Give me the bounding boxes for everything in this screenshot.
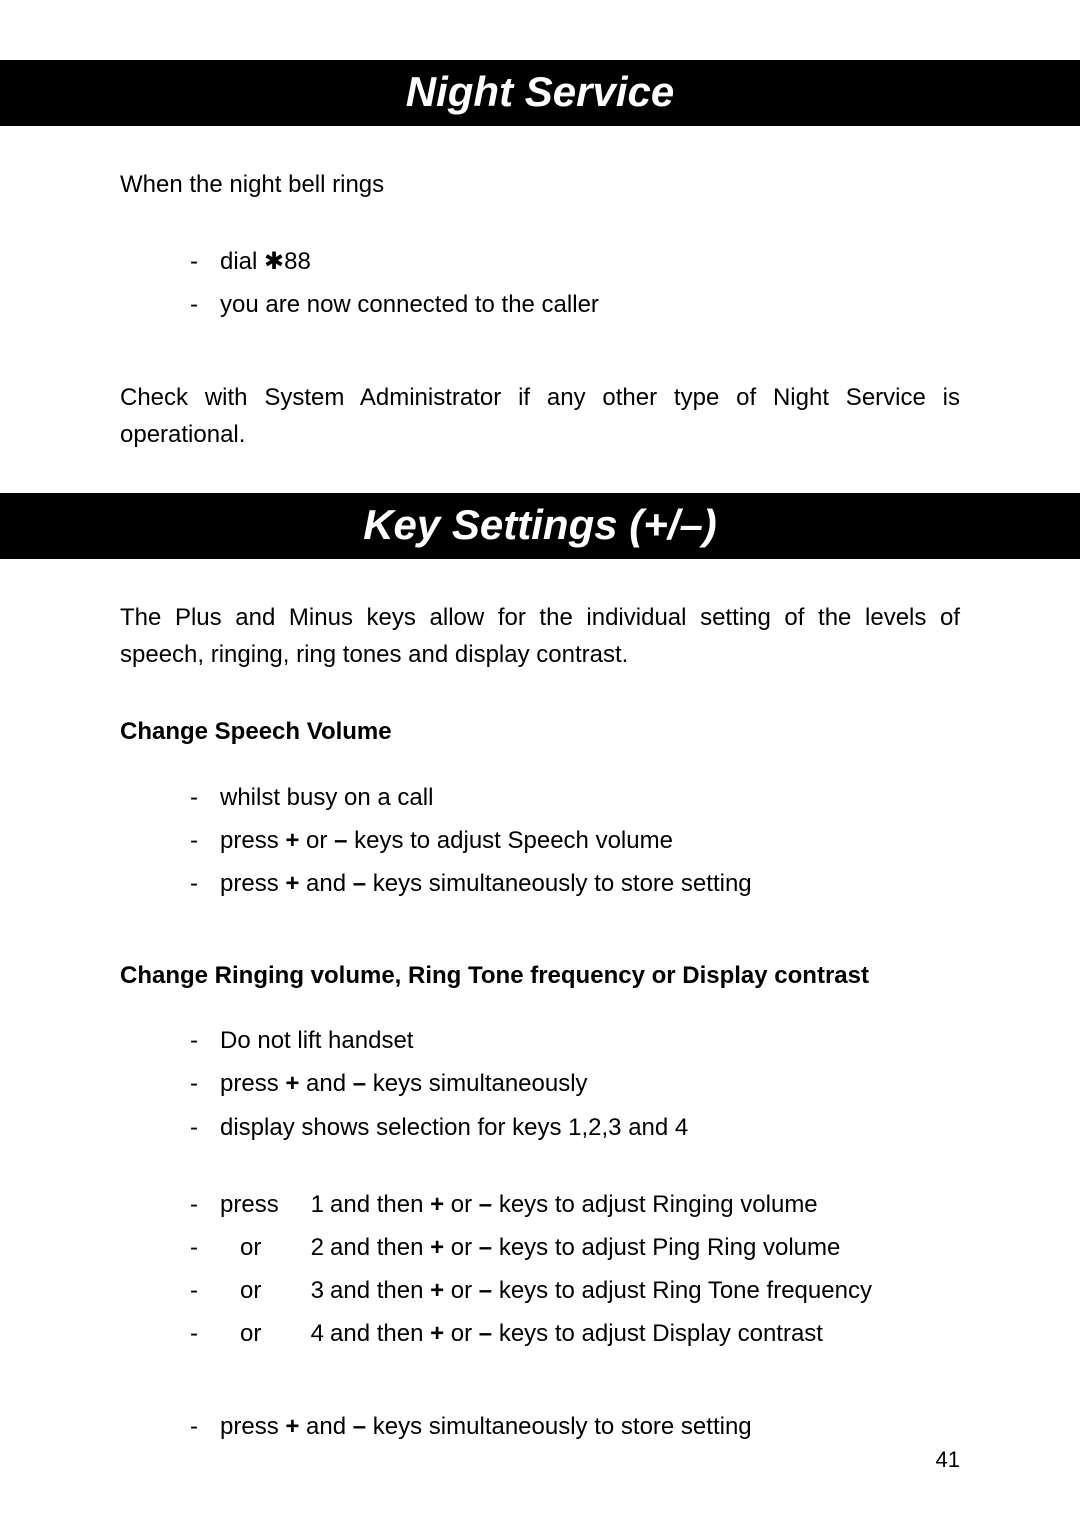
- bullet-dash: -: [190, 1315, 220, 1352]
- list-item: - or 3 and then + or – keys to adjust Ri…: [190, 1272, 960, 1309]
- list-item: - or 2 and then + or – keys to adjust Pi…: [190, 1229, 960, 1266]
- section2-content: The Plus and Minus keys allow for the in…: [0, 599, 1080, 1445]
- bullet-dash: -: [190, 1022, 220, 1059]
- list-item: - press + and – keys simultaneously: [190, 1065, 960, 1102]
- bullet-dash: -: [190, 822, 220, 859]
- ringing-store: - press + and – keys simultaneously to s…: [190, 1408, 960, 1445]
- night-intro: When the night bell rings: [120, 166, 960, 203]
- list-text: press + and – keys simultaneously to sto…: [220, 865, 752, 902]
- subheading-speech-volume: Change Speech Volume: [120, 713, 960, 750]
- section-heading-night-service: Night Service: [0, 60, 1080, 126]
- list-text: press + or – keys to adjust Speech volum…: [220, 822, 673, 859]
- option-num: 1: [300, 1186, 330, 1223]
- list-item: - dial ✱88: [190, 243, 960, 280]
- option-num: 4: [300, 1315, 330, 1352]
- list-item: - press + and – keys simultaneously to s…: [190, 865, 960, 902]
- option-text: and then + or – keys to adjust Display c…: [330, 1315, 960, 1352]
- list-item: - press + and – keys simultaneously to s…: [190, 1408, 960, 1445]
- option-lead: or: [220, 1229, 300, 1266]
- list-item: - whilst busy on a call: [190, 779, 960, 816]
- bullet-dash: -: [190, 1109, 220, 1146]
- section1-content: When the night bell rings - dial ✱88 - y…: [0, 166, 1080, 453]
- bullet-dash: -: [190, 1408, 220, 1445]
- section-heading-key-settings: Key Settings (+/–): [0, 493, 1080, 559]
- bullet-dash: -: [190, 1229, 220, 1266]
- bullet-dash: -: [190, 1272, 220, 1309]
- list-text: dial ✱88: [220, 243, 311, 280]
- list-text: whilst busy on a call: [220, 779, 433, 816]
- page-number: 41: [936, 1447, 960, 1473]
- list-item: - or 4 and then + or – keys to adjust Di…: [190, 1315, 960, 1352]
- list-item: - display shows selection for keys 1,2,3…: [190, 1109, 960, 1146]
- list-text: display shows selection for keys 1,2,3 a…: [220, 1109, 688, 1146]
- option-num: 2: [300, 1229, 330, 1266]
- speech-list: - whilst busy on a call - press + or – k…: [190, 779, 960, 903]
- option-text: and then + or – keys to adjust Ring Tone…: [330, 1272, 960, 1309]
- list-text: press + and – keys simultaneously: [220, 1065, 588, 1102]
- option-num: 3: [300, 1272, 330, 1309]
- option-text: and then + or – keys to adjust Ringing v…: [330, 1186, 960, 1223]
- night-list: - dial ✱88 - you are now connected to th…: [190, 243, 960, 323]
- option-lead: or: [220, 1315, 300, 1352]
- night-outro: Check with System Administrator if any o…: [120, 379, 960, 453]
- bullet-dash: -: [190, 779, 220, 816]
- list-text: you are now connected to the caller: [220, 286, 599, 323]
- manual-page: Night Service When the night bell rings …: [0, 0, 1080, 1533]
- subheading-ringing: Change Ringing volume, Ring Tone frequen…: [120, 957, 960, 994]
- list-item: - Do not lift handset: [190, 1022, 960, 1059]
- list-text: Do not lift handset: [220, 1022, 413, 1059]
- bullet-dash: -: [190, 865, 220, 902]
- list-item: - press + or – keys to adjust Speech vol…: [190, 822, 960, 859]
- list-item: - you are now connected to the caller: [190, 286, 960, 323]
- bullet-dash: -: [190, 1186, 220, 1223]
- list-item: - press 1 and then + or – keys to adjust…: [190, 1186, 960, 1223]
- option-lead: press: [220, 1186, 300, 1223]
- ringing-options: - press 1 and then + or – keys to adjust…: [190, 1186, 960, 1353]
- option-text: and then + or – keys to adjust Ping Ring…: [330, 1229, 960, 1266]
- option-lead: or: [220, 1272, 300, 1309]
- keysettings-intro: The Plus and Minus keys allow for the in…: [120, 599, 960, 673]
- bullet-dash: -: [190, 286, 220, 323]
- list-text: press + and – keys simultaneously to sto…: [220, 1408, 752, 1445]
- bullet-dash: -: [190, 1065, 220, 1102]
- bullet-dash: -: [190, 243, 220, 280]
- ringing-list-a: - Do not lift handset - press + and – ke…: [190, 1022, 960, 1146]
